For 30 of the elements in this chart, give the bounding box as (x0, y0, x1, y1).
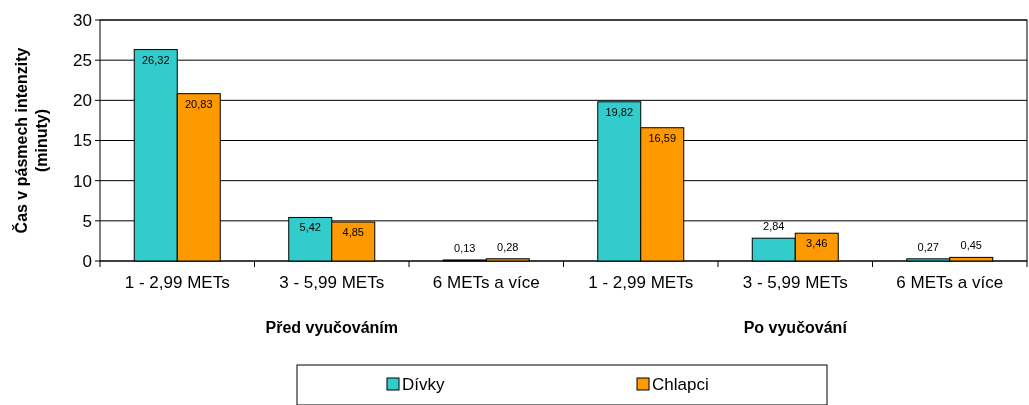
legend-label: Dívky (402, 375, 445, 394)
x-tick-label: 1 - 2,99 METs (588, 273, 694, 292)
data-label: 0,27 (917, 240, 939, 253)
text: Po vyučování (743, 319, 848, 336)
data-label: 2,84 (763, 220, 785, 233)
y-tick-label: 20 (73, 91, 92, 111)
y-tick-label: 15 (73, 131, 92, 151)
legend-label: Chlapci (652, 375, 709, 394)
data-label: 3,46 (806, 237, 828, 250)
x-tick-label: 3 - 5,99 METs (279, 273, 385, 292)
y-tick-label: 25 (73, 51, 92, 71)
x-tick-label: 6 METs a více (896, 273, 1004, 292)
y-tick-label: 5 (82, 211, 92, 231)
data-label: 5,42 (299, 221, 321, 234)
y-axis-title: Čas v pásmech intenzity (minuty) (11, 47, 50, 234)
data-label: 19,82 (605, 105, 634, 118)
data-label: 0,45 (960, 239, 982, 252)
text: Před vyučováním (265, 319, 398, 336)
data-label: 4,85 (342, 226, 364, 239)
data-label: 20,83 (184, 97, 213, 110)
x-tick-label: 3 - 5,99 METs (742, 273, 848, 292)
data-label: 26,32 (141, 53, 170, 66)
x-tick-label: 6 METs a více (432, 273, 540, 292)
data-label: 16,59 (648, 131, 677, 144)
data-label: 0,28 (497, 240, 519, 253)
data-label: 0,13 (454, 241, 476, 254)
y-tick-label: 10 (73, 171, 92, 191)
y-tick-label: 0 (82, 251, 92, 271)
y-tick-label: 30 (73, 10, 92, 30)
x-tick-label: 1 - 2,99 METs (124, 273, 230, 292)
